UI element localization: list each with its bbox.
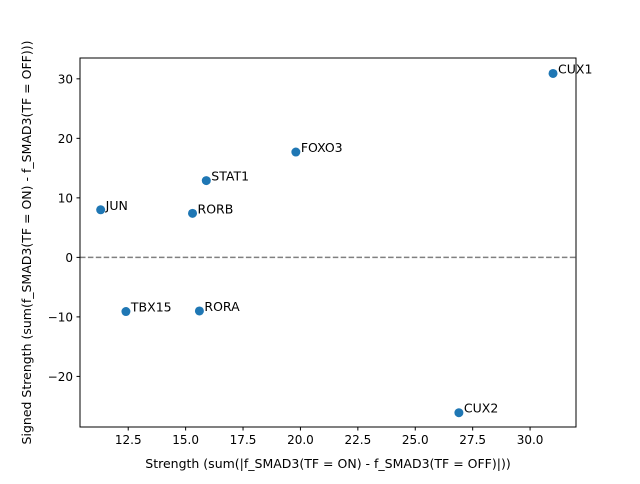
x-tick-label: 27.5 <box>459 433 486 447</box>
x-tick-label: 12.5 <box>115 433 142 447</box>
point-label-foxo3: FOXO3 <box>301 140 343 155</box>
data-point-rora <box>194 306 204 316</box>
data-point-cux2 <box>454 408 464 418</box>
y-tick-label: −10 <box>48 310 73 324</box>
x-axis-label: Strength (sum(|f_SMAD3(TF = ON) - f_SMAD… <box>145 456 510 471</box>
x-tick-label: 22.5 <box>344 433 371 447</box>
y-tick-label: 20 <box>58 132 73 146</box>
point-label-rorb: RORB <box>198 201 234 216</box>
x-tick-label: 25.0 <box>402 433 429 447</box>
y-tick-label: 0 <box>65 251 73 265</box>
x-axis: 12.5 15.0 17.5 20.0 22.5 25.0 27.5 30.0 <box>115 427 544 447</box>
point-label-tbx15: TBX15 <box>130 300 172 315</box>
point-label-stat1: STAT1 <box>211 169 249 184</box>
point-label-rora: RORA <box>204 299 240 314</box>
y-tick-label: −20 <box>48 370 73 384</box>
x-tick-label: 30.0 <box>517 433 544 447</box>
x-tick-label: 15.0 <box>172 433 199 447</box>
x-tick-label: 17.5 <box>230 433 257 447</box>
data-point-cux1 <box>548 68 558 78</box>
point-label-jun: JUN <box>105 198 128 213</box>
point-label-cux1: CUX1 <box>558 61 592 76</box>
data-point-tbx15 <box>121 307 131 317</box>
y-tick-label: 10 <box>58 191 73 205</box>
y-axis-label: Signed Strength (sum(f_SMAD3(TF = ON) - … <box>19 41 34 445</box>
data-point-jun <box>96 205 106 215</box>
y-tick-label: 30 <box>58 72 73 86</box>
x-tick-label: 20.0 <box>287 433 314 447</box>
axes-frame <box>79 57 577 428</box>
data-point-rorb <box>188 208 198 218</box>
point-label-cux2: CUX2 <box>464 401 498 416</box>
y-axis: 30 20 10 0 −10 −20 <box>48 72 80 384</box>
data-point-stat1 <box>201 176 211 186</box>
data-point-foxo3 <box>291 147 301 157</box>
